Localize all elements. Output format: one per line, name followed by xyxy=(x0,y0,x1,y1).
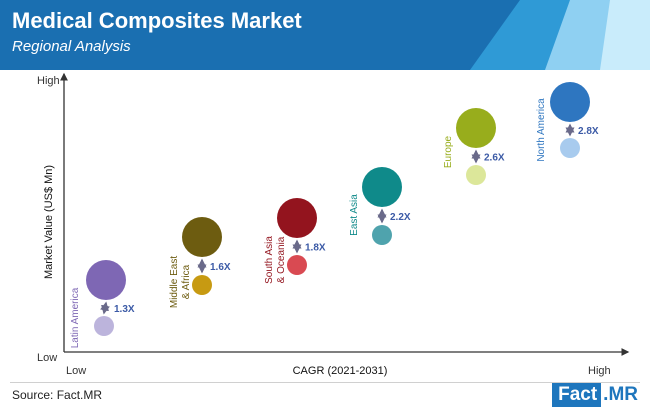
bubble-east-asia-base xyxy=(372,225,392,245)
region-label-line: Latin America xyxy=(70,287,81,348)
region-label-europe: Europe xyxy=(443,135,454,168)
region-label-south-asia-oceania: South Asia& Oceania xyxy=(264,236,287,284)
page-title: Medical Composites Market xyxy=(12,8,302,33)
bubble-middle-east-africa-base xyxy=(192,275,212,295)
region-label-east-asia: East Asia xyxy=(349,194,360,236)
region-label-line: South Asia xyxy=(264,236,275,284)
source-note: Source: Fact.MR xyxy=(12,388,103,402)
bubble-latin-america-market xyxy=(86,260,126,300)
growth-ratio-europe: 2.6X xyxy=(484,153,505,164)
y-axis-low-label: Low xyxy=(37,352,57,364)
bubble-chart: High Low Low High CAGR (2021-2031) Market Val… xyxy=(37,72,630,377)
bubble-south-asia-oceania-base xyxy=(287,255,307,275)
region-label-line: Europe xyxy=(443,135,454,168)
x-axis-title: CAGR (2021-2031) xyxy=(293,365,388,377)
bubble-south-asia-oceania-market xyxy=(277,198,317,238)
header-banner: Medical Composites Market Regional Analy… xyxy=(0,0,650,70)
region-label-latin-america: Latin America xyxy=(70,287,81,348)
bubble-europe-base xyxy=(466,165,486,185)
growth-ratio-north-america: 2.8X xyxy=(578,126,599,137)
region-label-line: North America xyxy=(536,98,547,162)
page-subtitle: Regional Analysis xyxy=(12,38,131,55)
growth-ratio-east-asia: 2.2X xyxy=(390,212,411,223)
bubble-north-america-market xyxy=(550,82,590,122)
y-axis-high-label: High xyxy=(37,75,60,87)
region-label-line: & Africa xyxy=(181,264,192,299)
footer-divider xyxy=(10,382,640,383)
growth-ratio-latin-america: 1.3X xyxy=(114,304,135,315)
region-label-north-america: North America xyxy=(536,98,547,162)
bubble-middle-east-africa-market xyxy=(182,217,222,257)
header-background xyxy=(0,0,650,70)
growth-ratio-middle-east-africa: 1.6X xyxy=(210,262,231,273)
x-axis-low-label: Low xyxy=(66,365,86,377)
growth-ratio-south-asia-oceania: 1.8X xyxy=(305,243,326,254)
growth-arrow-latin-america xyxy=(100,301,110,315)
logo-mr-text: .MR xyxy=(603,384,638,405)
x-axis-high-label: High xyxy=(588,365,611,377)
factmr-logo: Fact .MR xyxy=(552,382,638,408)
region-label-line: Middle East xyxy=(169,256,180,308)
bubble-east-asia-market xyxy=(362,167,402,207)
y-axis-title: Market Value (US$ Mn) xyxy=(43,165,55,279)
region-label-middle-east-africa: Middle East& Africa xyxy=(169,256,192,308)
bubble-north-america-base xyxy=(560,138,580,158)
region-label-line: & Oceania xyxy=(276,236,287,283)
bubble-europe-market xyxy=(456,108,496,148)
bubble-latin-america-base xyxy=(94,316,114,336)
logo-fact-text: Fact xyxy=(552,383,602,407)
region-label-line: East Asia xyxy=(349,194,360,236)
